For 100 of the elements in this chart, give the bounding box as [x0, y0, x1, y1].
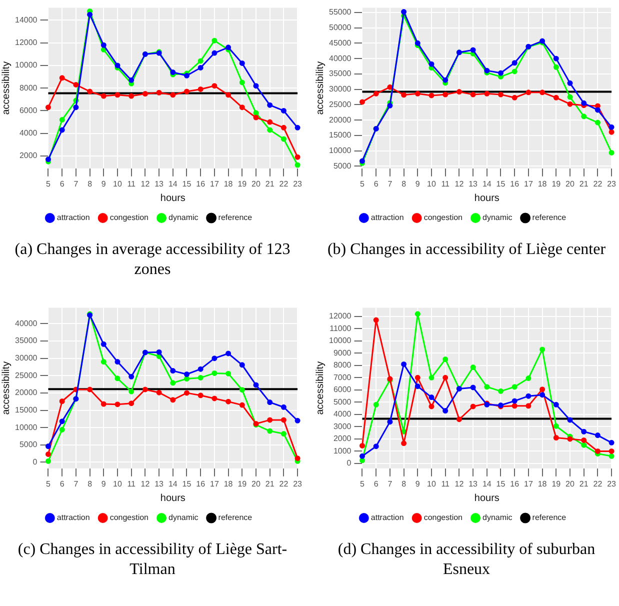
x-tick-label: 17 — [524, 479, 534, 488]
x-tick-label: 9 — [415, 479, 420, 488]
y-tick-label: 55000 — [328, 8, 352, 17]
y-tick-label: 5000 — [333, 397, 352, 406]
y-tick-label: 10000 — [328, 336, 352, 346]
legend-label: reference — [218, 213, 253, 222]
legend-label: attraction — [370, 213, 404, 222]
y-tick-label: 50000 — [328, 23, 352, 32]
x-axis-title: hours — [160, 492, 186, 504]
y-tick-label: 20000 — [328, 115, 352, 124]
y-tick-label: 20000 — [14, 388, 38, 398]
legend-label: congestion — [110, 213, 149, 222]
x-tick-label: 14 — [482, 479, 492, 488]
x-tick-label: 11 — [127, 179, 136, 188]
x-tick-label: 21 — [265, 479, 275, 488]
x-tick-label: 22 — [593, 179, 603, 188]
x-tick-label: 19 — [238, 179, 248, 188]
legend-label: dynamic — [482, 213, 512, 222]
x-tick-label: 10 — [427, 179, 436, 188]
x-tick-label: 23 — [607, 479, 617, 488]
x-tick-label: 19 — [552, 479, 562, 488]
x-tick-label: 23 — [293, 479, 303, 488]
x-tick-label: 14 — [482, 179, 492, 188]
y-tick-label: 15000 — [14, 405, 38, 414]
legend-label: reference — [218, 513, 253, 522]
x-tick-label: 6 — [374, 479, 379, 488]
legend-label: congestion — [110, 513, 149, 522]
y-tick-label: 5000 — [333, 161, 352, 170]
x-tick-label: 5 — [360, 179, 366, 188]
x-tick-label: 13 — [468, 179, 478, 188]
y-tick-label: 40000 — [328, 54, 352, 63]
x-tick-label: 6 — [60, 479, 65, 488]
y-tick-label: 2000 — [19, 151, 38, 160]
x-tick-label: 21 — [579, 179, 589, 188]
x-tick-label: 8 — [88, 479, 93, 488]
y-tick-label: 40000 — [14, 318, 38, 328]
x-tick-label: 8 — [402, 479, 407, 488]
y-tick-label: 3000 — [333, 422, 352, 431]
x-tick-label: 11 — [441, 179, 450, 188]
x-tick-label: 19 — [238, 479, 248, 488]
x-tick-label: 22 — [593, 479, 603, 488]
x-tick-label: 21 — [579, 479, 589, 488]
x-tick-label: 20 — [252, 479, 261, 488]
y-tick-label: 4000 — [19, 128, 38, 138]
y-tick-label: 35000 — [14, 336, 38, 346]
x-tick-label: 7 — [388, 479, 393, 488]
y-axis-title: accessibility — [314, 361, 326, 415]
x-tick-label: 13 — [154, 479, 164, 488]
y-tick-label: 11000 — [330, 324, 352, 333]
y-axis-title: accessibility — [0, 361, 12, 415]
x-tick-label: 18 — [224, 179, 234, 188]
x-tick-label: 13 — [468, 479, 478, 488]
text: (a) Changes in average accessibility of 123 zones — [14, 240, 292, 280]
y-tick-label: 9000 — [333, 348, 352, 358]
legend-label: congestion — [424, 513, 463, 522]
x-tick-label: 17 — [210, 479, 220, 488]
x-tick-label: 7 — [388, 179, 393, 188]
x-tick-label: 9 — [415, 179, 420, 188]
x-tick-label: 14 — [168, 179, 178, 188]
x-tick-label: 16 — [196, 179, 206, 188]
y-tick-label: 0 — [32, 457, 38, 466]
x-tick-label: 15 — [496, 479, 506, 488]
y-tick-label: 8000 — [19, 83, 38, 92]
y-tick-label: 30000 — [14, 354, 38, 363]
y-tick-label: 10000 — [14, 60, 38, 70]
y-tick-label: 2000 — [333, 434, 352, 444]
y-axis-title: accessibility — [314, 61, 326, 115]
x-tick-label: 17 — [524, 179, 534, 188]
x-tick-label: 11 — [127, 479, 136, 488]
x-tick-label: 14 — [168, 479, 178, 488]
text: (c) Changes in accessibility of Liège Sart-Tilman — [16, 540, 288, 580]
legend-label: dynamic — [168, 213, 198, 222]
x-tick-label: 21 — [265, 179, 275, 188]
legend-label: attraction — [370, 513, 404, 522]
x-tick-label: 17 — [210, 179, 220, 188]
legend-label: congestion — [424, 213, 463, 222]
y-tick-label: 8000 — [333, 360, 352, 370]
x-tick-label: 16 — [510, 179, 520, 188]
x-tick-label: 5 — [360, 479, 366, 488]
x-tick-label: 13 — [154, 179, 164, 188]
x-tick-label: 12 — [140, 479, 150, 488]
y-tick-label: 6000 — [19, 106, 38, 115]
legend-label: dynamic — [482, 513, 512, 522]
x-tick-label: 5 — [46, 479, 52, 488]
legend-label: attraction — [56, 513, 90, 522]
x-axis-title: hours — [160, 192, 186, 204]
x-tick-label: 7 — [74, 479, 79, 488]
y-tick-label: 12000 — [328, 312, 352, 321]
x-tick-label: 15 — [496, 179, 506, 188]
x-tick-label: 12 — [454, 179, 464, 188]
x-tick-label: 7 — [74, 179, 79, 188]
y-tick-label: 25000 — [14, 370, 38, 380]
legend-label: attraction — [56, 213, 90, 222]
x-tick-label: 10 — [113, 179, 122, 188]
y-tick-label: 25000 — [328, 100, 352, 109]
legend-label: reference — [532, 513, 567, 522]
x-axis-title: hours — [474, 192, 500, 204]
x-tick-label: 16 — [196, 479, 206, 488]
x-tick-label: 19 — [552, 179, 562, 188]
y-axis-title: accessibility — [0, 61, 12, 115]
